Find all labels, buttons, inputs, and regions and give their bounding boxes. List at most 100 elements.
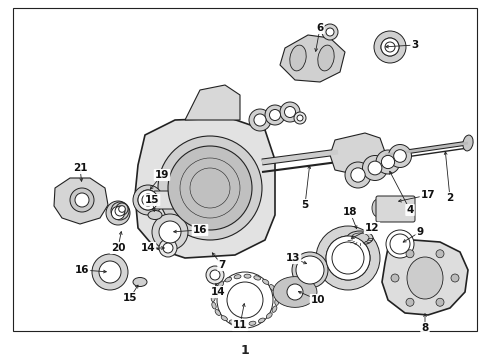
Text: 18: 18 (343, 207, 357, 217)
Polygon shape (54, 178, 108, 224)
Circle shape (326, 236, 370, 280)
Circle shape (451, 274, 459, 282)
Polygon shape (135, 118, 275, 258)
Circle shape (249, 109, 271, 131)
Circle shape (406, 250, 414, 258)
Ellipse shape (148, 211, 162, 220)
Circle shape (254, 114, 266, 126)
Bar (13, 8, 477, 331)
Circle shape (351, 168, 365, 182)
Ellipse shape (463, 135, 473, 151)
Ellipse shape (229, 320, 236, 324)
Ellipse shape (213, 288, 218, 294)
Text: 13: 13 (286, 253, 300, 263)
Circle shape (287, 284, 303, 300)
Text: 8: 8 (421, 323, 429, 333)
Text: 2: 2 (446, 193, 454, 203)
Text: 17: 17 (421, 190, 435, 200)
Circle shape (297, 115, 303, 121)
Text: 6: 6 (317, 23, 323, 33)
Ellipse shape (221, 316, 227, 321)
Ellipse shape (249, 321, 256, 325)
FancyBboxPatch shape (376, 196, 415, 222)
Circle shape (436, 298, 444, 306)
Ellipse shape (290, 45, 306, 71)
Polygon shape (382, 240, 468, 315)
Text: 4: 4 (406, 205, 414, 215)
Circle shape (285, 107, 295, 117)
Circle shape (92, 254, 128, 290)
Circle shape (385, 42, 395, 52)
Circle shape (316, 226, 380, 290)
Ellipse shape (347, 231, 373, 245)
Text: 15: 15 (123, 293, 137, 303)
Circle shape (292, 252, 328, 288)
Circle shape (389, 144, 412, 167)
Circle shape (206, 266, 224, 284)
Circle shape (138, 190, 158, 210)
Circle shape (296, 256, 324, 284)
Circle shape (381, 38, 399, 56)
Text: 16: 16 (75, 265, 89, 275)
Circle shape (391, 274, 399, 282)
Circle shape (159, 239, 177, 257)
Circle shape (142, 194, 154, 206)
FancyBboxPatch shape (154, 191, 174, 209)
Circle shape (326, 28, 334, 36)
Text: 20: 20 (111, 243, 125, 253)
Ellipse shape (270, 284, 275, 291)
Text: 21: 21 (73, 163, 87, 173)
Circle shape (265, 105, 285, 125)
Circle shape (210, 270, 220, 280)
Circle shape (345, 162, 371, 188)
Circle shape (393, 150, 406, 162)
Circle shape (390, 234, 410, 254)
Circle shape (280, 102, 300, 122)
Ellipse shape (239, 322, 246, 326)
Circle shape (270, 109, 280, 121)
Text: 12: 12 (365, 223, 379, 233)
Circle shape (133, 185, 163, 215)
Ellipse shape (225, 277, 232, 282)
Circle shape (138, 190, 158, 210)
Text: 9: 9 (416, 227, 423, 237)
Circle shape (99, 261, 121, 283)
Ellipse shape (215, 310, 221, 315)
Polygon shape (280, 35, 345, 82)
Circle shape (332, 242, 364, 274)
Circle shape (281, 278, 309, 306)
Circle shape (152, 214, 188, 250)
Ellipse shape (318, 45, 334, 71)
Text: 14: 14 (141, 243, 155, 253)
Text: 10: 10 (311, 295, 325, 305)
Text: 15: 15 (145, 195, 159, 205)
Text: 3: 3 (412, 40, 418, 50)
Circle shape (168, 146, 252, 230)
Ellipse shape (275, 298, 279, 305)
Circle shape (158, 136, 262, 240)
Ellipse shape (274, 291, 278, 298)
Circle shape (115, 206, 125, 216)
Circle shape (70, 188, 94, 212)
Circle shape (119, 206, 125, 212)
Circle shape (376, 150, 400, 174)
Circle shape (374, 31, 406, 63)
Circle shape (406, 298, 414, 306)
Circle shape (75, 193, 89, 207)
Circle shape (111, 202, 129, 220)
Polygon shape (273, 276, 317, 307)
Ellipse shape (212, 302, 216, 309)
Circle shape (363, 156, 388, 180)
Circle shape (381, 38, 399, 56)
Ellipse shape (263, 279, 269, 284)
Ellipse shape (267, 313, 272, 318)
Ellipse shape (254, 276, 261, 280)
Text: 14: 14 (211, 287, 225, 297)
Circle shape (436, 250, 444, 258)
Text: 11: 11 (233, 320, 247, 330)
Circle shape (322, 24, 338, 40)
Ellipse shape (407, 257, 443, 299)
Text: 7: 7 (219, 260, 226, 270)
Ellipse shape (244, 274, 251, 278)
Circle shape (227, 282, 263, 318)
